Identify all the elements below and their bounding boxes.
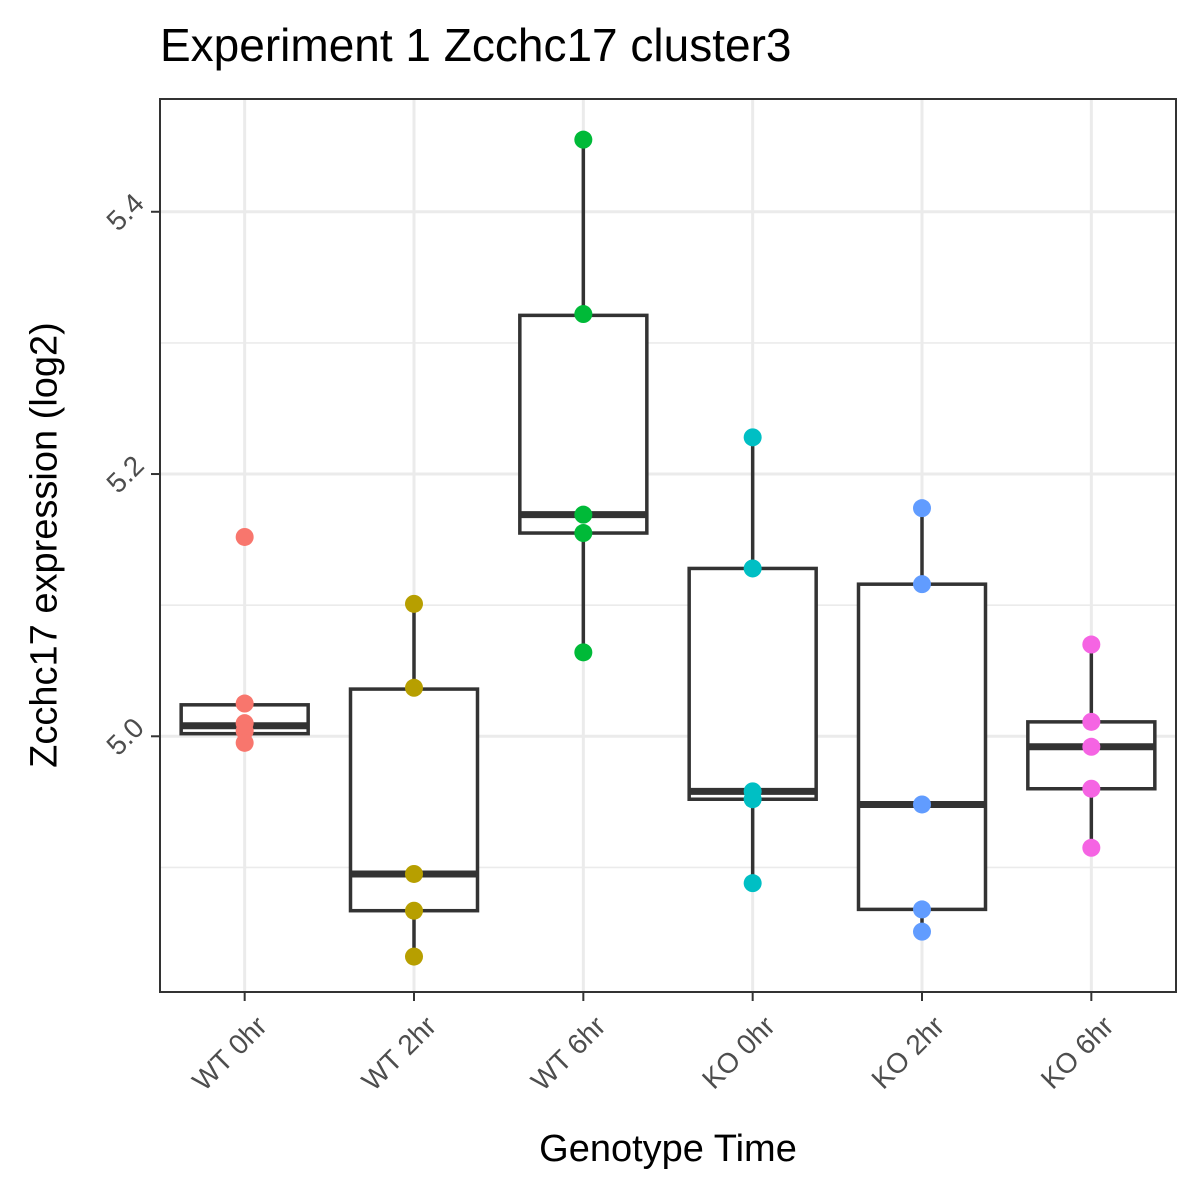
box-group-wt-0hr [179, 527, 310, 752]
data-point [405, 594, 423, 613]
data-point [913, 900, 931, 919]
y-tick-label: 5.2 [100, 450, 149, 499]
box [518, 313, 649, 535]
data-point [743, 559, 762, 578]
x-tick-label: WT 6hr [525, 1010, 611, 1096]
box [856, 582, 988, 912]
data-point [235, 733, 254, 752]
data-point [405, 901, 423, 920]
data-point [913, 922, 931, 941]
data-point [1082, 635, 1101, 654]
box-group-wt-2hr [348, 594, 480, 966]
data-point [913, 575, 931, 594]
x-tick-label: WT 2hr [356, 1010, 442, 1096]
box-group-ko-2hr [856, 499, 988, 941]
data-point [1082, 712, 1101, 731]
y-tick-label: 5.0 [100, 712, 149, 761]
data-point [913, 499, 931, 518]
x-tick-label: KO 6hr [1035, 1010, 1120, 1095]
box-group-ko-0hr [687, 428, 818, 893]
data-point [235, 527, 254, 546]
chart-title: Experiment 1 Zcchc17 cluster3 [160, 19, 792, 71]
x-tick-label: KO 0hr [696, 1010, 781, 1095]
x-axis-label: Genotype Time [539, 1128, 797, 1170]
data-point [574, 130, 593, 149]
x-tick-label: WT 0hr [186, 1010, 272, 1096]
box [687, 566, 818, 801]
data-point [405, 864, 423, 883]
data-point [743, 874, 762, 893]
data-point [1082, 779, 1101, 798]
plot-panel [160, 99, 1176, 992]
data-point [574, 643, 593, 662]
data-point [1082, 838, 1101, 857]
data-point [913, 795, 931, 814]
data-point [574, 524, 593, 543]
y-tick-label: 5.4 [100, 187, 149, 236]
box-group-wt-6hr [518, 130, 649, 662]
x-tick-label: KO 2hr [865, 1010, 950, 1095]
data-point [405, 947, 423, 966]
data-point [405, 678, 423, 697]
panel-border [159, 98, 1177, 993]
data-point [743, 790, 762, 809]
data-point [574, 305, 593, 324]
data-point [743, 428, 762, 447]
data-point [574, 505, 593, 524]
box-group-ko-6hr [1026, 635, 1157, 857]
data-point [235, 694, 254, 713]
data-point [1082, 737, 1101, 756]
